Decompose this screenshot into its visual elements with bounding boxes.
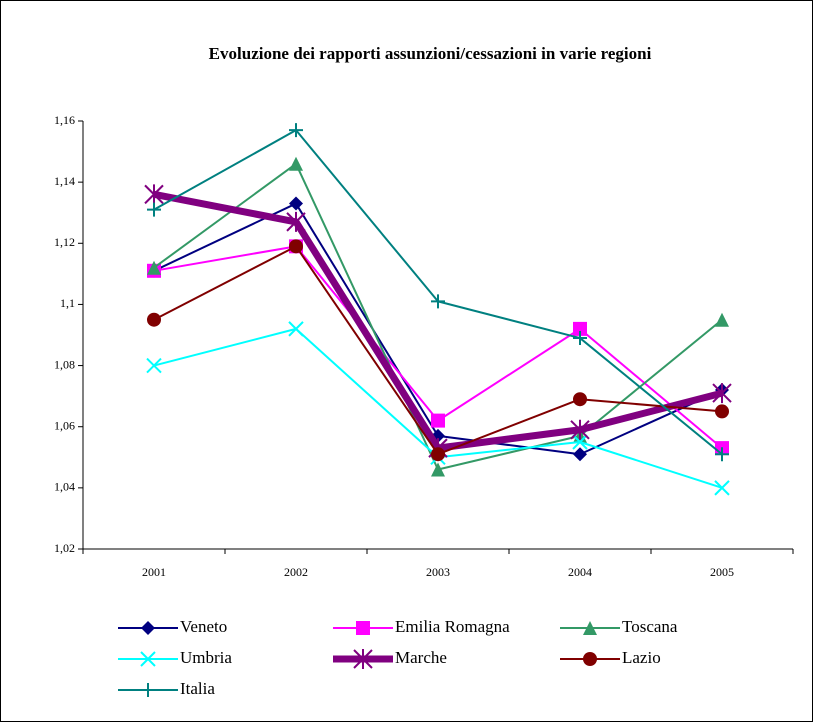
marker xyxy=(573,321,587,336)
legend-label: Veneto xyxy=(180,617,227,636)
marker xyxy=(289,156,303,171)
y-tick-label: 1,02 xyxy=(54,541,75,555)
marker xyxy=(147,312,161,327)
marker xyxy=(289,123,303,138)
y-tick-label: 1,14 xyxy=(54,174,75,188)
marker xyxy=(431,413,445,428)
marker xyxy=(286,211,306,232)
chart-title: Evoluzione dei rapporti assunzioni/cessa… xyxy=(209,44,652,63)
legend-label: Toscana xyxy=(622,617,678,636)
legend-marker xyxy=(353,649,373,669)
marker xyxy=(570,419,590,440)
marker xyxy=(712,383,732,404)
y-tick-label: 1,08 xyxy=(54,357,75,371)
x-tick-label: 2002 xyxy=(284,565,308,579)
marker xyxy=(147,202,161,217)
y-tick-label: 1,16 xyxy=(54,113,75,127)
x-tick-label: 2001 xyxy=(142,565,166,579)
marker xyxy=(431,294,445,309)
marker xyxy=(715,312,729,327)
legend-label: Italia xyxy=(180,679,215,698)
legend-marker xyxy=(356,621,370,635)
legend-marker xyxy=(583,652,597,666)
marker xyxy=(573,447,587,462)
marker xyxy=(572,434,588,450)
y-tick-label: 1,04 xyxy=(54,480,75,494)
legend-marker xyxy=(141,683,155,697)
marker xyxy=(431,462,445,477)
marker xyxy=(289,239,303,254)
marker xyxy=(573,392,587,407)
y-tick-label: 1,12 xyxy=(54,235,75,249)
marker xyxy=(431,447,445,462)
legend-marker xyxy=(141,621,155,635)
y-tick-label: 1,1 xyxy=(60,296,75,310)
marker xyxy=(573,331,587,346)
x-tick-label: 2003 xyxy=(426,565,450,579)
legend-label: Umbria xyxy=(180,648,232,667)
marker xyxy=(714,480,730,496)
legend-label: Emilia Romagna xyxy=(395,617,510,636)
legend-label: Marche xyxy=(395,648,447,667)
y-tick-label: 1,06 xyxy=(54,418,75,432)
marker xyxy=(715,404,729,419)
marker xyxy=(147,260,161,275)
marker xyxy=(715,447,729,462)
marker xyxy=(289,196,303,211)
marker xyxy=(146,357,162,374)
legend-marker xyxy=(140,651,156,667)
legend-marker xyxy=(583,621,597,635)
legend-label: Lazio xyxy=(622,648,661,667)
x-tick-label: 2005 xyxy=(710,565,734,579)
marker xyxy=(144,184,164,205)
x-tick-label: 2004 xyxy=(568,565,592,579)
marker xyxy=(288,321,304,337)
